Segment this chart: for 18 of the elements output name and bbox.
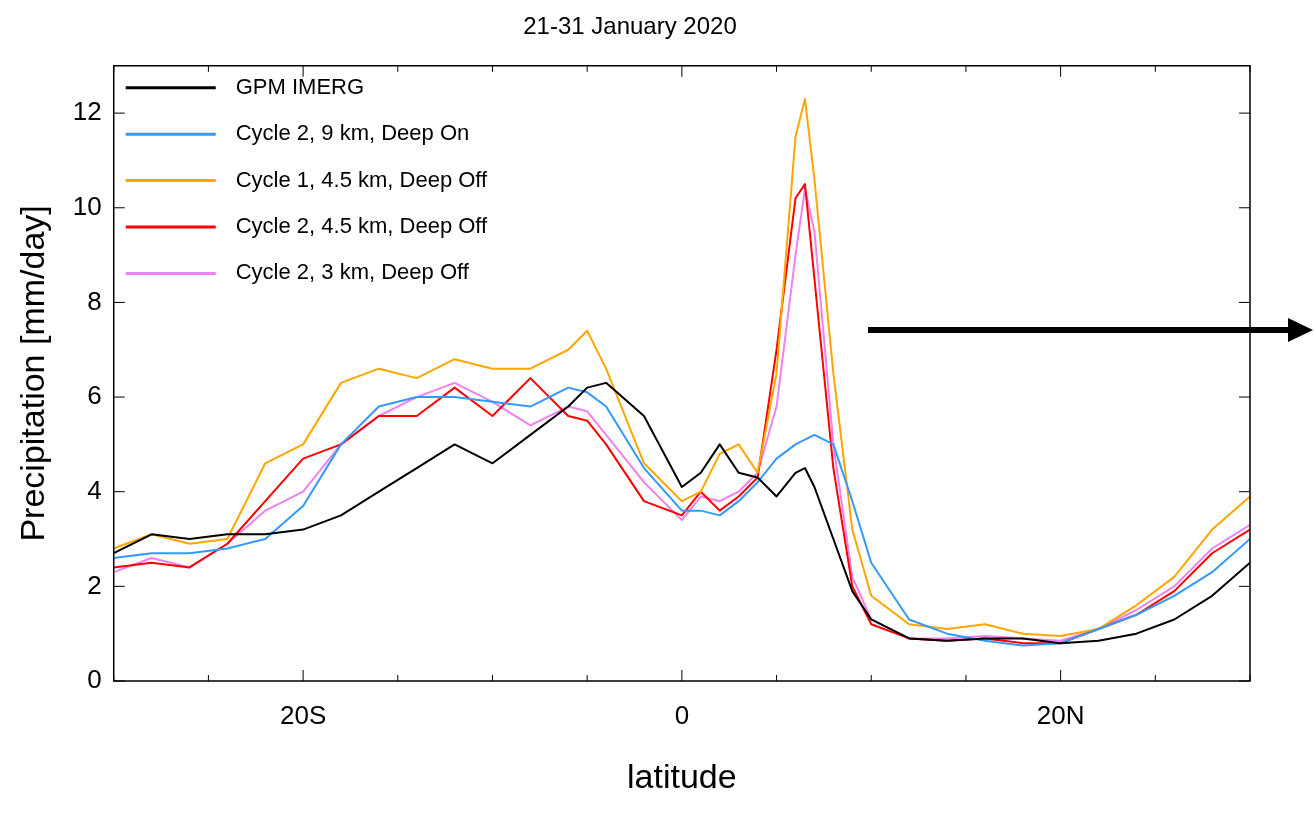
x-tick-label: 0 [674,699,690,730]
legend-label: Cycle 2, 9 km, Deep On [235,120,470,146]
y-tick-label: 0 [87,664,102,695]
chart-title: 21-31 January 2020 [523,12,737,40]
y-tick-label: 4 [87,474,102,505]
legend-label: Cycle 1, 4.5 km, Deep Off [235,166,489,192]
legend-label: GPM IMERG [235,73,365,99]
y-tick-label: 10 [72,190,102,221]
y-tick-label: 12 [72,96,102,127]
legend-label: Cycle 2, 3 km, Deep Off [235,259,470,285]
y-tick-label: 2 [87,569,102,600]
y-tick-label: 6 [87,380,102,411]
y-tick-label: 8 [87,285,102,316]
x-tick-label: 20S [279,699,327,730]
legend-label: Cycle 2, 4.5 km, Deep Off [235,213,489,239]
y-axis-title: Precipitation [mm/day] [12,205,51,542]
x-axis-title: latitude [627,756,737,795]
x-tick-label: 20N [1036,699,1085,730]
